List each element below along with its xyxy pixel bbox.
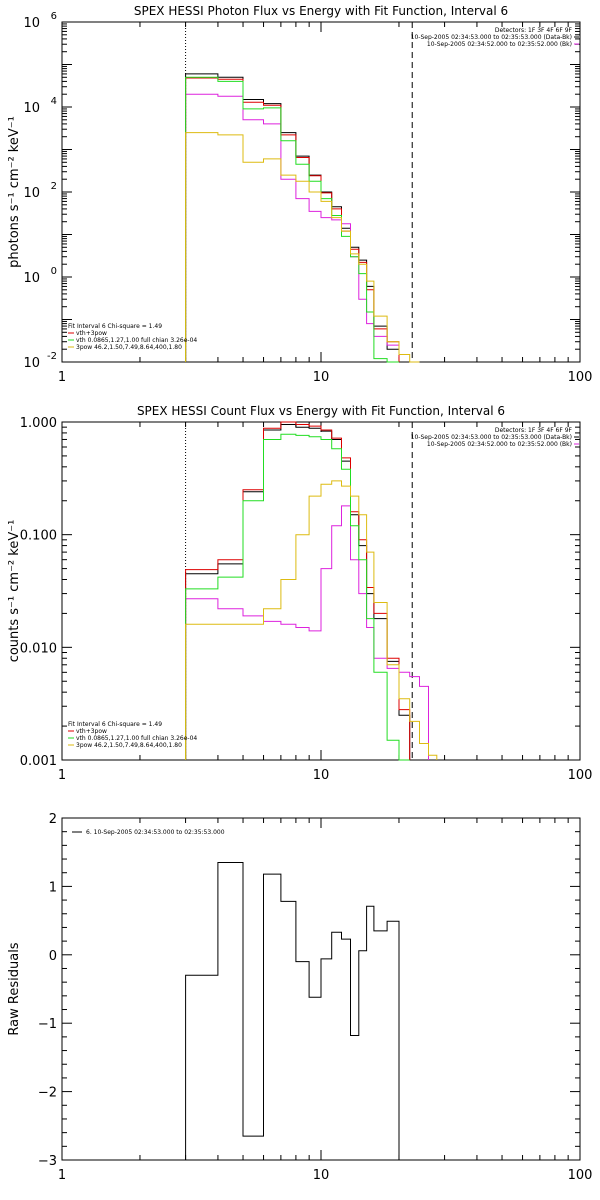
chart1-xtick-label: 10 xyxy=(313,370,330,385)
chart1-legend-top-item: 10-Sep-2005 02:34:52.000 to 02:35:52.000… xyxy=(427,41,572,48)
chart3-xtick-label: 10 xyxy=(313,1168,330,1183)
chart3-ytick-label: 0 xyxy=(49,949,57,964)
chart1-ytick-exp: 6 xyxy=(51,11,57,22)
chart2-ytick-label: 0.010 xyxy=(20,641,57,656)
chart3-legend-item: 6. 10-Sep-2005 02:34:53.000 to 02:35:53.… xyxy=(86,829,225,836)
chart1-ytick-exp: 0 xyxy=(51,266,57,277)
chart3-ytick-label: −3 xyxy=(38,1154,57,1169)
chart1-ytick-exp: 4 xyxy=(51,96,57,107)
chart1-series-magenta xyxy=(185,93,400,362)
chart1-ytick-label: 10 xyxy=(23,101,40,116)
chart2-series-black xyxy=(185,424,411,760)
chart2-ylabel: counts s⁻¹ cm⁻² keV⁻¹ xyxy=(7,520,22,663)
chart3-ytick-label: 2 xyxy=(49,812,57,827)
chart2-legend-bottom-item: Fit Interval 6 Chi-square = 1.49 xyxy=(68,721,162,728)
chart2-legend-bottom-item: vth+3pow xyxy=(76,728,107,735)
chart2-legend-top-item: 10-Sep-2005 02:34:52.000 to 02:35:52.000… xyxy=(427,441,572,448)
chart2-title: SPEX HESSI Count Flux vs Energy with Fit… xyxy=(137,404,505,418)
chart1-series-black xyxy=(185,73,400,362)
chart2-legend-bottom-item: vth 0.0865,1.27,1.00 full chian 3.26e-04 xyxy=(76,735,197,742)
chart2-series-magenta xyxy=(185,505,429,760)
chart1-legend-top-item: Detectors: 1F 3F 4F 6F 9F xyxy=(495,27,573,34)
chart1-legend-bottom-item: vth 0.0865,1.27,1.00 full chian 3.26e-04 xyxy=(76,337,197,344)
chart2-xtick-label: 10 xyxy=(313,768,330,783)
chart1-legend-bottom-item: vth+3pow xyxy=(76,330,107,337)
chart2-ytick-label: 1.000 xyxy=(20,416,57,431)
chart1-ytick-label: 10 xyxy=(23,186,40,201)
chart3-xtick-label: 1 xyxy=(58,1168,66,1183)
chart1-series-yellow xyxy=(185,132,420,363)
chart1-legend-top-item: 10-Sep-2005 02:34:53.000 to 02:35:53.000… xyxy=(411,34,572,41)
chart2-ytick-label: 0.100 xyxy=(20,529,57,544)
chart1-legend-bottom-item: 3pow 46.2,1.50,7.49,8.64,400,1.80 xyxy=(76,344,182,351)
chart3-ytick-label: −1 xyxy=(38,1017,57,1032)
chart1-xtick-label: 100 xyxy=(568,370,593,385)
chart1-title: SPEX HESSI Photon Flux vs Energy with Fi… xyxy=(134,4,508,18)
chart3-ytick-label: 1 xyxy=(49,880,57,895)
chart1-ytick-label: 10 xyxy=(23,271,40,286)
chart3-series-black xyxy=(185,862,400,1160)
chart2-legend-bottom-item: 3pow 46.2,1.50,7.49,8.64,400,1.80 xyxy=(76,742,182,749)
chart2-series-yellow xyxy=(185,480,438,760)
chart2-xtick-label: 1 xyxy=(58,768,66,783)
chart2-ytick-label: 0.001 xyxy=(20,754,57,769)
chart2-xtick-label: 100 xyxy=(568,768,593,783)
chart1-series-red xyxy=(185,77,400,362)
chart3-ylabel: Raw Residuals xyxy=(7,942,22,1035)
chart1-xtick-label: 1 xyxy=(58,370,66,385)
chart1-legend-bottom-item: Fit Interval 6 Chi-square = 1.49 xyxy=(68,323,162,330)
chart2-legend-top-item: 10-Sep-2005 02:34:53.000 to 02:35:53.000… xyxy=(411,434,572,441)
chart2-legend-top-item: Detectors: 1F 3F 4F 6F 9F xyxy=(495,427,573,434)
chart2-series-red xyxy=(185,421,411,760)
chart1-ytick-label: 10 xyxy=(23,356,40,371)
chart3-ytick-label: −2 xyxy=(38,1086,57,1101)
chart1-ytick-exp: -2 xyxy=(47,351,57,362)
chart1-ytick-label: 10 xyxy=(23,16,40,31)
chart1-ylabel: photons s⁻¹ cm⁻² keV⁻¹ xyxy=(7,116,22,268)
chart2-series-green xyxy=(185,433,410,761)
chart3-xtick-label: 100 xyxy=(568,1168,593,1183)
chart1-ytick-exp: 2 xyxy=(51,181,57,192)
